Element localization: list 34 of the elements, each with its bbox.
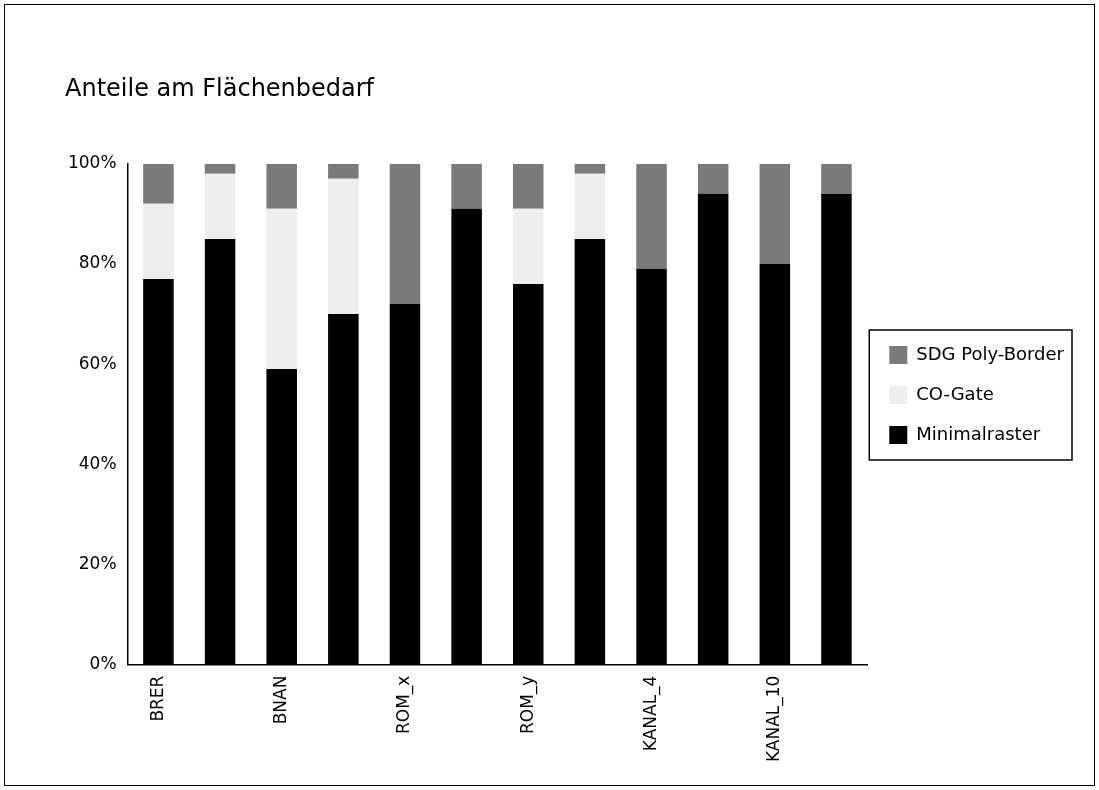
bar bbox=[513, 208, 544, 284]
bar bbox=[821, 163, 852, 194]
y-tick-label: 20% bbox=[78, 552, 117, 573]
x-tick-label: ROM_x bbox=[393, 675, 415, 734]
y-tick-label: 40% bbox=[78, 452, 117, 473]
y-tick-label: 80% bbox=[78, 252, 117, 273]
bar bbox=[759, 163, 791, 264]
bar bbox=[204, 163, 236, 174]
y-tick-label: 0% bbox=[89, 652, 117, 673]
bar bbox=[204, 173, 236, 239]
bar bbox=[389, 163, 421, 305]
legend-label: CO-Gate bbox=[916, 382, 994, 404]
legend-label: SDG Poly-Border bbox=[916, 342, 1065, 364]
x-tick-label: BNAN bbox=[270, 675, 291, 725]
bar bbox=[266, 208, 297, 370]
x-tick-label: KANAL_10 bbox=[763, 675, 785, 763]
bar bbox=[636, 163, 667, 269]
chart-title: Anteile am Flächenbedarf bbox=[65, 73, 375, 102]
bar bbox=[574, 173, 606, 239]
bar bbox=[266, 163, 297, 209]
x-tick-label: KANAL_4 bbox=[639, 675, 661, 752]
x-tick-label: ROM_y bbox=[516, 675, 538, 734]
bar bbox=[328, 178, 359, 315]
x-tick-label: BRER bbox=[146, 675, 167, 722]
legend-label: Minimalraster bbox=[916, 422, 1041, 444]
bar bbox=[574, 163, 606, 174]
bar bbox=[513, 163, 544, 209]
bar bbox=[143, 163, 174, 204]
bar bbox=[697, 163, 729, 194]
bar bbox=[328, 163, 359, 179]
bar bbox=[143, 203, 174, 279]
y-tick-label: 100% bbox=[67, 152, 117, 173]
y-tick-label: 60% bbox=[78, 352, 117, 373]
bar bbox=[451, 163, 482, 209]
